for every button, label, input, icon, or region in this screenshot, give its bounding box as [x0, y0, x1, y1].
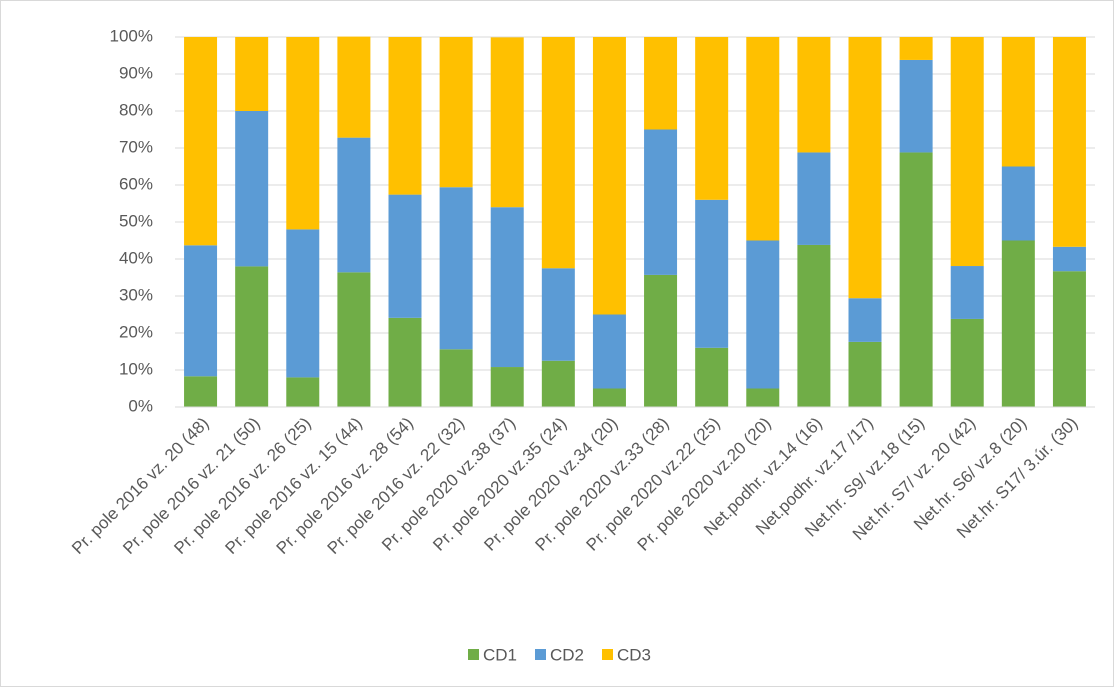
- bar-segment: [184, 37, 218, 246]
- legend-label: CD1: [483, 645, 517, 664]
- y-tick-label: 10%: [119, 359, 153, 378]
- bar-segment: [797, 152, 831, 245]
- bar-segment: [388, 317, 422, 407]
- bar-segment: [337, 36, 371, 138]
- bar-segment: [899, 59, 933, 153]
- bar-segment: [235, 37, 269, 111]
- bar-segment: [950, 318, 984, 407]
- legend-swatch: [535, 649, 546, 660]
- bar-segment: [644, 37, 678, 130]
- bar-segment: [1001, 166, 1035, 241]
- bar-segment: [184, 376, 218, 407]
- legend-label: CD3: [617, 645, 651, 664]
- bar-segment: [848, 298, 882, 342]
- bar-segment: [592, 388, 626, 407]
- bar-segment: [337, 272, 371, 407]
- y-tick-label: 50%: [119, 211, 153, 230]
- legend: CD1 CD2 CD3: [468, 645, 651, 664]
- bar-segment: [490, 367, 524, 407]
- bar-segment: [184, 245, 218, 377]
- bar-segment: [286, 229, 320, 378]
- bar-segment: [1052, 271, 1086, 407]
- bar-segment: [541, 268, 575, 361]
- bar-segment: [541, 360, 575, 407]
- legend-label: CD2: [550, 645, 584, 664]
- bar-segment: [439, 187, 473, 350]
- legend-swatch: [602, 649, 613, 660]
- bar-segment: [695, 37, 729, 200]
- y-tick-label: 0%: [128, 396, 153, 415]
- bar-segment: [695, 199, 729, 348]
- bar-segment: [848, 341, 882, 407]
- bar-segment: [592, 37, 626, 315]
- bar-segment: [388, 194, 422, 318]
- bar-segment: [1001, 240, 1035, 407]
- bar-segment: [644, 129, 678, 275]
- bar-segment: [950, 266, 984, 319]
- y-tick-label: 40%: [119, 248, 153, 267]
- y-tick-label: 90%: [119, 63, 153, 82]
- bar-segment: [644, 274, 678, 407]
- bar-segment: [490, 207, 524, 368]
- bar-segment: [848, 37, 882, 299]
- bar-segment: [797, 37, 831, 153]
- bar-segment: [1052, 246, 1086, 272]
- bar-segment: [746, 388, 780, 407]
- y-tick-label: 20%: [119, 322, 153, 341]
- y-tick-label: 100%: [110, 26, 153, 45]
- y-tick-label: 30%: [119, 285, 153, 304]
- bar-segment: [746, 37, 780, 241]
- bar-segment: [388, 37, 422, 195]
- bar-segment: [1052, 37, 1086, 247]
- bar-segment: [337, 137, 371, 273]
- bar-segment: [1001, 37, 1035, 167]
- bar-segment: [695, 347, 729, 407]
- y-tick-label: 80%: [119, 100, 153, 119]
- bar-segment: [235, 111, 269, 267]
- bar-segment: [439, 349, 473, 407]
- bar-segment: [592, 314, 626, 389]
- bar-segment: [797, 244, 831, 407]
- bar-segment: [286, 37, 320, 230]
- bar-segment: [746, 240, 780, 389]
- bar-segment: [235, 266, 269, 407]
- bar-segment: [490, 37, 524, 208]
- bar-segment: [899, 152, 933, 407]
- y-tick-label: 70%: [119, 137, 153, 156]
- bar-segment: [439, 37, 473, 188]
- bar-segment: [541, 37, 575, 269]
- bar-segment: [950, 37, 984, 267]
- bar-segment: [899, 37, 933, 60]
- legend-swatch: [468, 649, 479, 660]
- y-tick-label: 60%: [119, 174, 153, 193]
- bar-segment: [286, 377, 320, 407]
